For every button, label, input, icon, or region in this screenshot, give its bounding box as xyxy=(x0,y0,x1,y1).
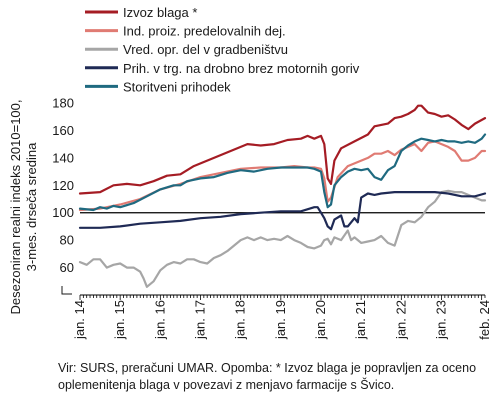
source-note: Vir: SURS, preračuni UMAR. Opomba: * Izv… xyxy=(58,361,477,392)
y-tick-label: 180 xyxy=(52,96,74,111)
x-axis: jan. 14 jan. 15 jan. 16 jan. 17 jan. 18 jan. … xyxy=(72,294,490,340)
y-tick-label: 100 xyxy=(52,205,74,220)
series-line xyxy=(78,140,487,212)
y-tick-label: 140 xyxy=(52,150,74,165)
x-tick-label: jan. 21 xyxy=(353,300,368,340)
x-tick-label: jan. 19 xyxy=(273,300,288,340)
x-tick-label: jan. 16 xyxy=(152,300,167,340)
legend-label: Ind. proiz. predelovalnih dej. xyxy=(123,24,286,39)
x-tick-label: jan. 22 xyxy=(393,300,408,340)
x-tick-label: jan. 20 xyxy=(313,300,328,340)
series-line xyxy=(78,104,487,195)
axis-break-mark xyxy=(61,286,72,295)
x-tick-label: jan. 15 xyxy=(112,300,127,340)
y-axis-label-line: Desezoniran realni indeks 2010=100, xyxy=(8,99,23,314)
series-line xyxy=(78,191,487,231)
legend-label: Vred. opr. del v gradbeništvu xyxy=(123,42,288,57)
y-tick-label: 160 xyxy=(52,123,74,138)
legend-label: Prih. v trg. na drobno brez motornih gor… xyxy=(123,61,360,76)
x-tick-label: jan. 14 xyxy=(72,300,87,340)
y-axis-label: Desezoniran realni indeks 2010=100, 3-mes… xyxy=(8,99,39,314)
chart: Izvoz blaga * Ind. proiz. predelovalnih d… xyxy=(8,5,490,340)
series-line xyxy=(78,133,487,212)
x-tick-label: jan. 17 xyxy=(192,300,207,340)
plot-area xyxy=(78,104,487,288)
y-axis: 60 80 100 120 140 160 180 xyxy=(52,96,74,295)
legend-label: Storitveni prihodek xyxy=(123,79,231,94)
y-tick-label: 120 xyxy=(52,178,74,193)
y-axis-label-line: 3-mes. drseča sredina xyxy=(24,142,39,271)
x-tick-label: feb. 24 xyxy=(477,300,490,340)
y-tick-label: 60 xyxy=(60,260,74,275)
x-tick-label: jan. 18 xyxy=(233,300,248,340)
x-tick-label: jan. 23 xyxy=(433,300,448,340)
legend-label: Izvoz blaga * xyxy=(123,5,197,20)
series-line xyxy=(78,189,487,288)
legend: Izvoz blaga * Ind. proiz. predelovalnih d… xyxy=(85,5,360,94)
y-tick-label: 80 xyxy=(60,233,74,248)
